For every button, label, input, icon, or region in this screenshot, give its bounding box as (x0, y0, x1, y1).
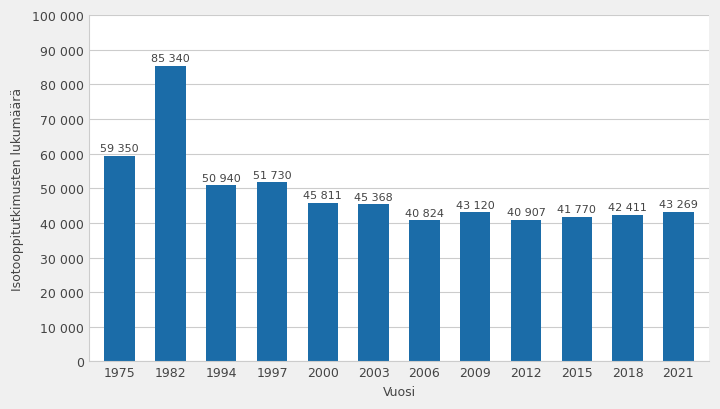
Text: 42 411: 42 411 (608, 202, 647, 213)
Text: 43 269: 43 269 (659, 200, 698, 210)
Bar (562, 217, 592, 362)
Bar (409, 220, 440, 362)
Text: 40 824: 40 824 (405, 208, 444, 218)
Bar (510, 220, 541, 362)
Text: 45 811: 45 811 (303, 191, 342, 201)
Bar (359, 205, 389, 362)
X-axis label: Vuosi: Vuosi (382, 385, 415, 398)
Text: 51 730: 51 730 (253, 171, 292, 180)
Bar (257, 183, 287, 362)
Text: 41 770: 41 770 (557, 205, 596, 215)
Bar (663, 212, 693, 362)
Text: 43 120: 43 120 (456, 200, 495, 210)
Bar (307, 203, 338, 362)
Bar (206, 186, 236, 362)
Text: 45 368: 45 368 (354, 193, 393, 202)
Y-axis label: Isotooppitutkimusten lukumäärä: Isotooppitutkimusten lukumäärä (11, 88, 24, 290)
Text: 59 350: 59 350 (100, 144, 139, 154)
Text: 40 907: 40 907 (507, 208, 546, 218)
Bar (156, 67, 186, 362)
Bar (460, 213, 490, 362)
Bar (104, 157, 135, 362)
Text: 85 340: 85 340 (151, 54, 190, 64)
Bar (613, 215, 643, 362)
Text: 50 940: 50 940 (202, 173, 240, 183)
